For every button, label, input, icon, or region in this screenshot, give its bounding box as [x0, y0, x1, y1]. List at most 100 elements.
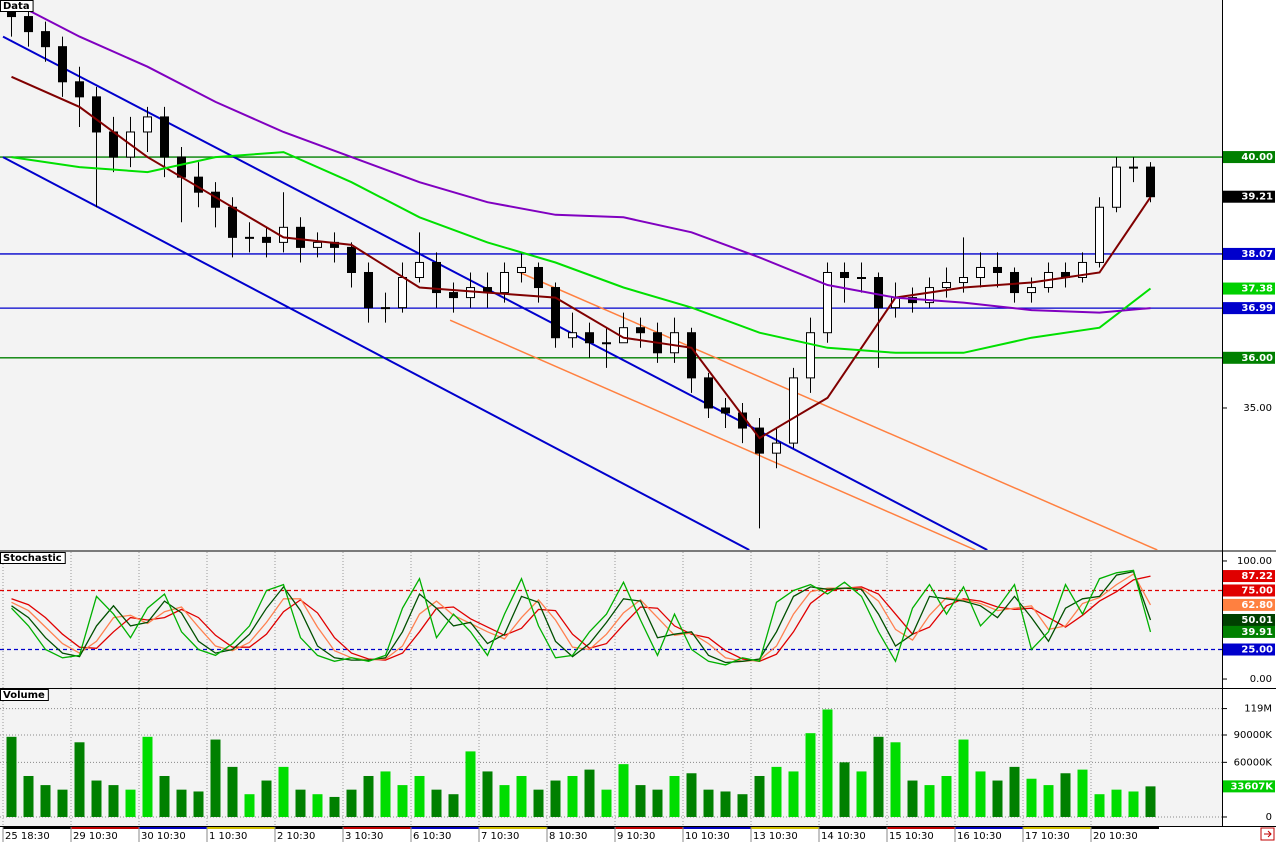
volume-bar	[74, 742, 85, 817]
y-tick-label: 90000K	[1234, 730, 1273, 741]
x-tick-label: 15 10:30	[889, 831, 934, 842]
x-tick-label: 29 10:30	[73, 831, 118, 842]
volume-bar	[635, 785, 646, 817]
candle-body	[24, 16, 33, 33]
plot-background	[0, 0, 1222, 826]
value-badge-label: 39.91	[1241, 627, 1273, 638]
volume-bar	[244, 794, 255, 817]
candle-body	[602, 342, 611, 345]
volume-bar	[397, 785, 408, 817]
volume-bar	[958, 739, 969, 817]
x-tick-label: 17 10:30	[1025, 831, 1070, 842]
y-tick-label: 0	[1266, 812, 1272, 823]
time-axis	[0, 827, 1276, 842]
x-tick-label: 14 10:30	[821, 831, 866, 842]
value-badge-label: 36.99	[1241, 303, 1273, 314]
y-tick-label: 0.00	[1250, 674, 1272, 685]
y-tick-label: 119M	[1244, 704, 1272, 715]
volume-bar	[91, 780, 102, 817]
candle-body	[500, 271, 509, 294]
volume-bar	[975, 771, 986, 817]
x-tick-label: 7 10:30	[481, 831, 519, 842]
candle-body	[925, 287, 934, 304]
x-tick-label: 16 10:30	[957, 831, 1002, 842]
session-strip	[275, 827, 343, 829]
volume-bar	[771, 766, 782, 817]
panel-title: Volume	[3, 690, 45, 701]
candle-body	[976, 266, 985, 279]
candle-body	[670, 332, 679, 354]
candle-body	[109, 131, 118, 158]
x-tick-label: 10 10:30	[685, 831, 730, 842]
volume-bar	[295, 789, 306, 817]
x-tick-label: 2 10:30	[277, 831, 315, 842]
candle-body	[636, 327, 645, 334]
volume-bar	[176, 789, 187, 817]
value-badge	[1223, 780, 1275, 793]
candle-body	[959, 277, 968, 284]
candle-body	[840, 271, 849, 279]
volume-bar	[414, 775, 425, 817]
candle-body	[857, 277, 866, 280]
session-strip	[207, 827, 275, 829]
volume-bar	[669, 775, 680, 817]
volume-bar	[278, 766, 289, 817]
value-badge-label: 37.38	[1241, 284, 1273, 295]
candle-body	[415, 261, 424, 279]
corner-icon	[1264, 830, 1272, 838]
volume-bar	[720, 791, 731, 817]
volume-bar	[193, 791, 204, 817]
panel-title: Data	[3, 1, 30, 12]
session-strip	[887, 827, 955, 829]
volume-bar	[1094, 794, 1105, 817]
volume-bar	[890, 742, 901, 817]
value-badge-label: 50.01	[1241, 615, 1273, 626]
candle-body	[41, 31, 50, 48]
candle-body	[262, 236, 271, 243]
candle-body	[942, 282, 951, 289]
volume-bar	[1043, 785, 1054, 817]
series-line	[11, 570, 1152, 664]
candle-body	[1112, 166, 1121, 208]
panel-title-box	[0, 552, 66, 564]
volume-bar	[1026, 778, 1037, 817]
volume-bar	[1009, 766, 1020, 817]
candle-body	[687, 332, 696, 379]
x-tick-label: 8 10:30	[549, 831, 587, 842]
candle-body	[823, 271, 832, 334]
y-tick-label: 100.00	[1237, 556, 1272, 567]
candle-body	[1078, 261, 1087, 279]
volume-bar	[329, 796, 340, 817]
volume-bar	[533, 789, 544, 817]
volume-bar	[822, 709, 833, 817]
x-tick-label: 6 10:30	[413, 831, 451, 842]
session-strip	[71, 827, 139, 829]
volume-bar	[57, 789, 68, 817]
candle-body	[1027, 287, 1036, 294]
volume-bar	[788, 771, 799, 817]
volume-bar	[805, 733, 816, 817]
candle-body	[432, 261, 441, 294]
volume-bar	[125, 789, 136, 817]
series-line	[11, 151, 1152, 354]
candle-body	[551, 287, 560, 339]
volume-bar	[924, 785, 935, 817]
volume-bar	[550, 780, 561, 817]
series-line	[11, 573, 1152, 662]
volume-bar	[1060, 773, 1071, 817]
candle-body	[1146, 166, 1155, 198]
volume-bar	[482, 771, 493, 817]
volume-bar	[737, 794, 748, 817]
volume-bar	[312, 794, 323, 817]
candle-body	[721, 407, 730, 414]
volume-bar	[431, 789, 442, 817]
value-badge	[1223, 302, 1275, 315]
volume-bar	[346, 789, 357, 817]
volume-bar	[380, 771, 391, 817]
volume-bar	[23, 775, 34, 817]
session-strip	[615, 827, 683, 829]
candle-body	[568, 332, 577, 339]
value-badge	[1223, 584, 1275, 597]
series-line	[11, 75, 1152, 440]
